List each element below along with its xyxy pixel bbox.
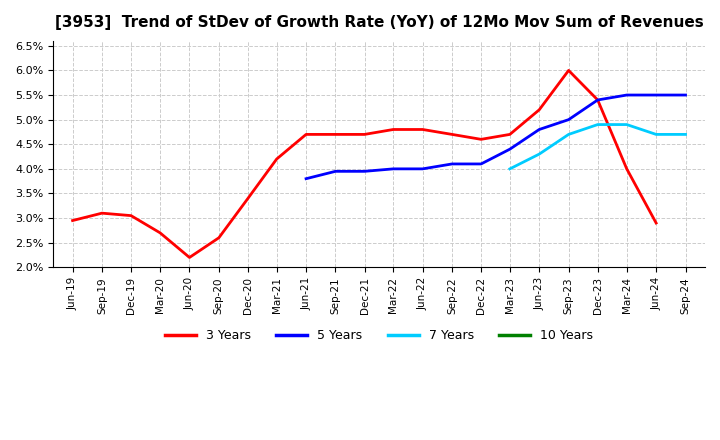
Line: 5 Years: 5 Years xyxy=(306,95,685,179)
Legend: 3 Years, 5 Years, 7 Years, 10 Years: 3 Years, 5 Years, 7 Years, 10 Years xyxy=(160,324,598,347)
Title: [3953]  Trend of StDev of Growth Rate (YoY) of 12Mo Mov Sum of Revenues: [3953] Trend of StDev of Growth Rate (Yo… xyxy=(55,15,703,30)
Line: 3 Years: 3 Years xyxy=(73,70,656,257)
Line: 7 Years: 7 Years xyxy=(510,125,685,169)
